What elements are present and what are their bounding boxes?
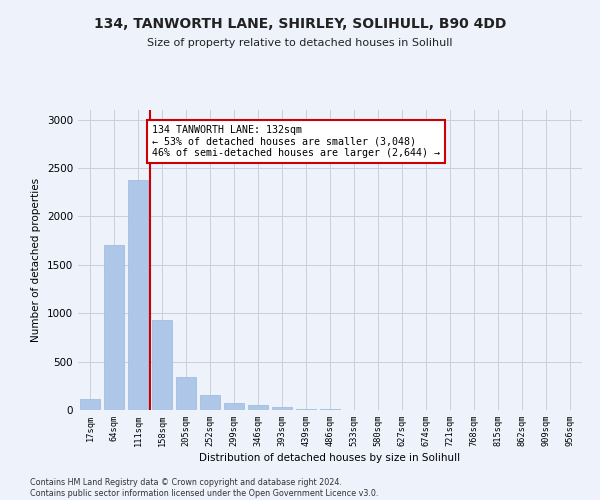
Text: Size of property relative to detached houses in Solihull: Size of property relative to detached ho… — [147, 38, 453, 48]
Bar — [152, 320, 172, 410]
Bar — [248, 405, 268, 410]
Text: 134, TANWORTH LANE, SHIRLEY, SOLIHULL, B90 4DD: 134, TANWORTH LANE, SHIRLEY, SOLIHULL, B… — [94, 18, 506, 32]
Bar — [80, 400, 100, 410]
Bar — [296, 408, 316, 410]
X-axis label: Distribution of detached houses by size in Solihull: Distribution of detached houses by size … — [199, 454, 461, 464]
Text: 134 TANWORTH LANE: 132sqm
← 53% of detached houses are smaller (3,048)
46% of se: 134 TANWORTH LANE: 132sqm ← 53% of detac… — [152, 124, 440, 158]
Bar — [224, 402, 244, 410]
Bar — [104, 246, 124, 410]
Bar — [320, 408, 340, 410]
Bar — [272, 407, 292, 410]
Text: Contains HM Land Registry data © Crown copyright and database right 2024.
Contai: Contains HM Land Registry data © Crown c… — [30, 478, 379, 498]
Y-axis label: Number of detached properties: Number of detached properties — [31, 178, 41, 342]
Bar — [176, 377, 196, 410]
Bar — [200, 396, 220, 410]
Bar — [128, 180, 148, 410]
